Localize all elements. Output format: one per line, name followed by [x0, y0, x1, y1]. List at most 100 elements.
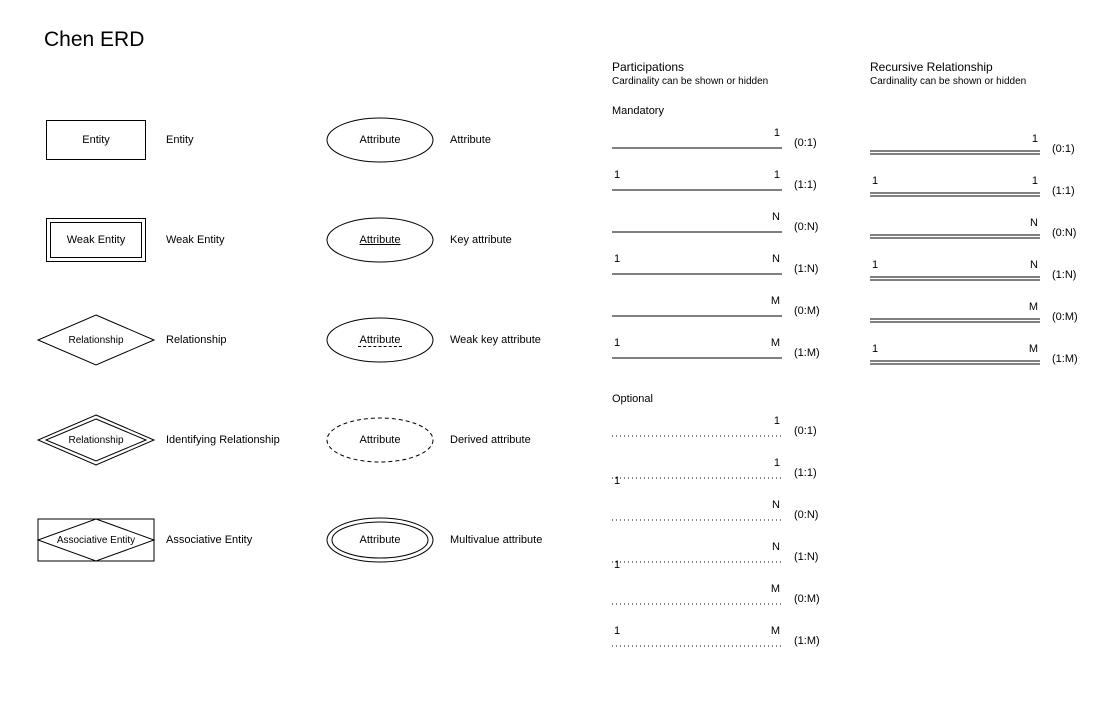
cardinality-note: (1:1) — [794, 179, 817, 191]
participations-subheading: Cardinality can be shown or hidden — [612, 76, 852, 87]
derived-attribute-caption: Derived attribute — [440, 434, 531, 446]
cardinality-line: M (0:M) — [612, 295, 842, 337]
cardinality-note: (0:1) — [794, 137, 817, 149]
cardinality-line: M (0:M) — [870, 301, 1100, 343]
identifying-relationship-shape: Relationship — [36, 413, 156, 467]
cardinality-right: 1 — [768, 127, 780, 139]
cardinality-line-graphic — [612, 429, 782, 441]
key-attribute-caption: Key attribute — [440, 234, 512, 246]
key-attribute-row: Attribute Key attribute — [320, 190, 600, 290]
cardinality-left: 1 — [614, 169, 620, 181]
cardinality-note: (1:M) — [794, 635, 820, 647]
multivalue-attribute-caption: Multivalue attribute — [440, 534, 542, 546]
cardinality-line: 11(1:1) — [612, 457, 842, 499]
weak-entity-caption: Weak Entity — [156, 234, 225, 246]
cardinality-left: 1 — [872, 343, 878, 355]
cardinality-line-graphic — [612, 471, 782, 483]
cardinality-note: (0:N) — [794, 221, 818, 233]
cardinality-line-graphic — [870, 147, 1040, 159]
cardinality-line-graphic — [870, 315, 1040, 327]
cardinality-right: 1 — [768, 415, 780, 427]
cardinality-line: 1(0:1) — [870, 133, 1100, 175]
cardinality-right: N — [1026, 259, 1038, 271]
derived-attribute-row: Attribute Derived attribute — [320, 390, 600, 490]
cardinality-line-graphic — [612, 225, 782, 237]
cardinality-note: (0:M) — [1052, 311, 1078, 323]
optional-label: Optional — [612, 393, 852, 405]
cardinality-line-graphic — [612, 309, 782, 321]
cardinality-line: 1 M (1:M) — [612, 625, 842, 667]
relationship-row: Relationship Relationship — [36, 290, 306, 390]
cardinality-right: M — [768, 583, 780, 595]
cardinality-right: 1 — [1026, 175, 1038, 187]
cardinality-note: (0:M) — [794, 593, 820, 605]
cardinality-left: 1 — [614, 337, 620, 349]
cardinality-right: 1 — [768, 457, 780, 469]
weak-key-attribute-shape: Attribute — [325, 316, 435, 364]
cardinality-line: 1 (0:1) — [612, 415, 842, 457]
attributes-column: Attribute Attribute Attribute Key attrib… — [320, 90, 600, 590]
cardinality-right: M — [768, 625, 780, 637]
multivalue-attribute-shape: Attribute — [325, 516, 435, 564]
cardinality-line-graphic — [612, 141, 782, 153]
page-title: Chen ERD — [44, 28, 144, 52]
mandatory-list: 1(0:1)11(1:1)N(0:N)1N(1:N)M(0:M)1M(1:M) — [612, 127, 852, 379]
cardinality-left: 1 — [614, 625, 620, 637]
cardinality-line: N (0:N) — [870, 217, 1100, 259]
cardinality-left: 1 — [872, 175, 878, 187]
cardinality-line-graphic — [870, 273, 1040, 285]
cardinality-note: (0:1) — [794, 425, 817, 437]
cardinality-line: 1 M (1:M) — [612, 337, 842, 379]
cardinality-note: (0:M) — [794, 305, 820, 317]
mandatory-label: Mandatory — [612, 105, 852, 117]
cardinality-right: M — [768, 295, 780, 307]
cardinality-line-graphic — [612, 597, 782, 609]
cardinality-right: M — [1026, 343, 1038, 355]
participations-column: Participations Cardinality can be shown … — [612, 60, 852, 667]
associative-entity-shape: Associative Entity — [36, 513, 156, 567]
optional-list: 1(0:1)11(1:1)N(0:N)1N(1:N)M(0:M)1M(1:M) — [612, 415, 852, 667]
cardinality-line-graphic — [870, 189, 1040, 201]
weak-key-attribute-caption: Weak key attribute — [440, 334, 541, 346]
cardinality-note: (0:1) — [1052, 143, 1075, 155]
identifying-relationship-row: Relationship Identifying Relationship — [36, 390, 306, 490]
entity-shape: Entity — [46, 120, 146, 160]
entities-column: Entity Entity Weak Entity Weak Entity Re… — [36, 90, 306, 590]
cardinality-line: 1M(1:M) — [870, 343, 1100, 385]
cardinality-line-graphic — [612, 267, 782, 279]
relationship-shape: Relationship — [36, 313, 156, 367]
associative-entity-caption: Associative Entity — [156, 534, 252, 546]
cardinality-right: 1 — [768, 169, 780, 181]
cardinality-right: N — [1026, 217, 1038, 229]
attribute-shape: Attribute — [325, 116, 435, 164]
cardinality-line: 1N(1:N) — [612, 541, 842, 583]
cardinality-note: (1:M) — [794, 347, 820, 359]
cardinality-line-graphic — [870, 357, 1040, 369]
cardinality-line-graphic — [612, 351, 782, 363]
attribute-caption: Attribute — [440, 134, 491, 146]
multivalue-attribute-row: Attribute Multivalue attribute — [320, 490, 600, 590]
cardinality-right: M — [768, 337, 780, 349]
cardinality-line: 1 (0:1) — [612, 127, 842, 169]
recursive-list: 1(0:1)11(1:1)N(0:N)1N(1:N)M(0:M)1M(1:M) — [870, 133, 1110, 385]
weak-entity-row: Weak Entity Weak Entity — [36, 190, 306, 290]
associative-entity-row: Associative Entity Associative Entity — [36, 490, 306, 590]
cardinality-right: M — [1026, 301, 1038, 313]
identifying-relationship-caption: Identifying Relationship — [156, 434, 280, 446]
participations-heading: Participations — [612, 60, 852, 74]
cardinality-note: (1:N) — [1052, 269, 1076, 281]
cardinality-line: 11(1:1) — [870, 175, 1100, 217]
cardinality-right: N — [768, 211, 780, 223]
cardinality-line-graphic — [612, 555, 782, 567]
cardinality-line-graphic — [612, 513, 782, 525]
cardinality-line: N(0:N) — [612, 499, 842, 541]
weak-key-attribute-row: Attribute Weak key attribute — [320, 290, 600, 390]
cardinality-note: (0:N) — [1052, 227, 1076, 239]
entity-row: Entity Entity — [36, 90, 306, 190]
cardinality-note: (0:N) — [794, 509, 818, 521]
cardinality-line-graphic — [612, 183, 782, 195]
key-attribute-shape: Attribute — [325, 216, 435, 264]
cardinality-line: M (0:M) — [612, 583, 842, 625]
cardinality-left: 1 — [614, 253, 620, 265]
cardinality-line: N (0:N) — [612, 211, 842, 253]
